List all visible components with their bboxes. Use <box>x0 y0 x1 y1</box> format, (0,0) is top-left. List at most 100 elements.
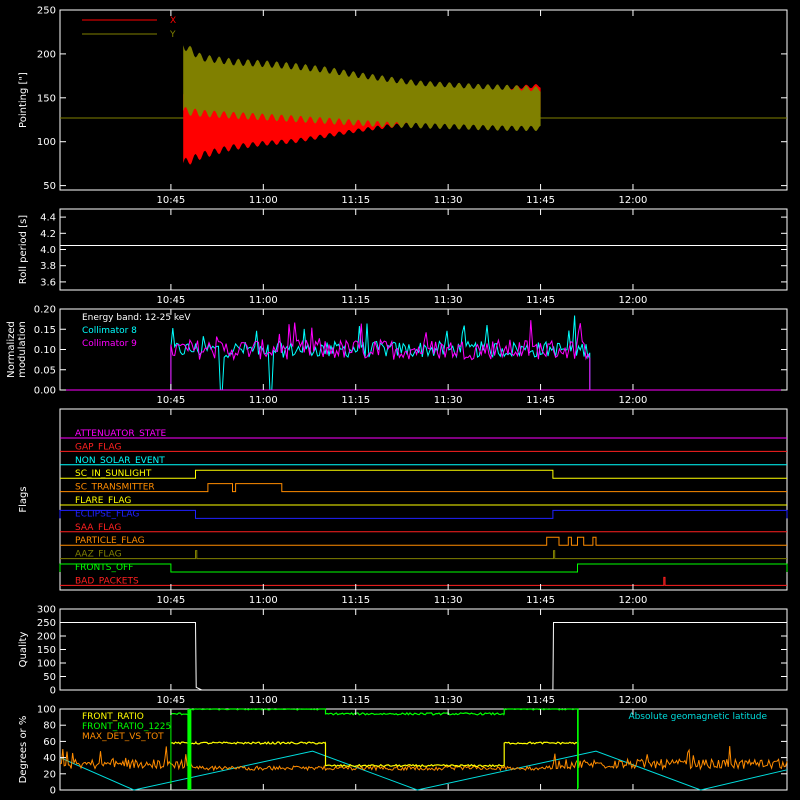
y-tick-label: 150 <box>37 93 56 104</box>
pointing-time-ticks: 10:45 11:00 11:15 11:30 11:45 12:00 <box>156 10 647 206</box>
modulation-series-group <box>60 315 787 391</box>
time-tick-label: 11:15 <box>341 395 370 406</box>
flag-label-bad-packets: BAD_PACKETS <box>75 576 139 586</box>
flag-label-gap-flag: GAP_FLAG <box>75 442 121 452</box>
time-tick-label: 12:00 <box>619 395 648 406</box>
flag-trace-particle-flag <box>60 536 787 546</box>
y-tick-label: 0.05 <box>34 365 56 376</box>
quality-trace <box>60 622 787 691</box>
time-tick-label: 11:15 <box>341 595 370 606</box>
y-tick-label: 40 <box>43 753 56 764</box>
pointing-series-y-band <box>183 45 541 132</box>
flags-y-label: Flags <box>18 486 29 512</box>
geomagnetic-latitude-trace <box>59 750 788 791</box>
roll-period-y-label: Roll period [s] <box>18 215 29 284</box>
y-tick-label: 150 <box>37 645 56 656</box>
roll-period-panel: 3.6 3.8 4.0 4.2 4.4 10:45 11:00 11:15 11:30 11:4… <box>18 208 788 306</box>
flag-trace-aaz-flag <box>60 550 787 560</box>
legend-geomagnetic-latitude: Absolute geomagnetic latitude <box>628 712 767 722</box>
ratios-series-group <box>59 708 788 791</box>
flag-label-eclipse-flag: ECLIPSE_FLAG <box>75 509 139 519</box>
y-tick-label: 0.15 <box>34 325 56 336</box>
y-tick-label: 60 <box>43 737 56 748</box>
time-tick-label: 12:00 <box>619 295 648 306</box>
time-tick-label: 11:45 <box>526 395 555 406</box>
modulation-collimator-9-trace <box>170 320 591 390</box>
pointing-y-label: Pointing ["] <box>18 72 29 128</box>
y-tick-label: 200 <box>37 49 56 60</box>
ratios-y-ticks: 0 20 40 60 80 100 <box>37 705 787 797</box>
front-ratio-1225-trace <box>170 708 579 789</box>
modulation-panel: 0.00 0.05 0.10 0.15 0.20 10:45 11:00 11:15 11:3… <box>6 305 788 406</box>
time-tick-label: 11:45 <box>526 295 555 306</box>
flag-label-particle-flag: PARTICLE_FLAG <box>75 536 145 546</box>
time-tick-label: 10:45 <box>156 695 185 706</box>
modulation-y-ticks: 0.00 0.05 0.10 0.15 0.20 <box>34 305 787 397</box>
time-tick-label: 11:00 <box>249 195 278 206</box>
y-tick-label: 0 <box>50 786 56 797</box>
time-tick-label: 12:00 <box>619 195 648 206</box>
flag-label-fronts-off: FRONTS_OFF <box>75 563 133 573</box>
y-tick-label: 250 <box>37 618 56 629</box>
front-ratio-1225-marker <box>187 709 192 790</box>
time-tick-label: 11:45 <box>526 195 555 206</box>
y-tick-label: 100 <box>37 659 56 670</box>
ratios-panel: 0 20 40 60 80 100 Degrees or % FRONT_RATIO FR… <box>18 705 788 797</box>
time-tick-label: 10:45 <box>156 195 185 206</box>
y-tick-label: 80 <box>43 721 56 732</box>
legend-collimator-9: Collimator 9 <box>82 339 137 349</box>
time-tick-label: 11:15 <box>341 695 370 706</box>
time-tick-label: 11:45 <box>526 595 555 606</box>
flags-series-group: ATTENUATOR_STATE GAP_FLAG NON_SOLAR_EVENT S… <box>59 429 788 586</box>
y-tick-label: 50 <box>43 181 56 192</box>
quality-y-ticks: 0 50 100 150 200 250 300 <box>37 605 787 697</box>
roll-period-time-ticks: 10:45 11:00 11:15 11:30 11:45 12:00 <box>156 209 647 306</box>
modulation-time-ticks: 10:45 11:00 11:15 11:30 11:45 12:00 <box>156 309 647 406</box>
flag-label-non-solar-event: NON_SOLAR_EVENT <box>75 456 165 466</box>
flag-label-attenuator-state: ATTENUATOR_STATE <box>75 429 167 439</box>
modulation-y-label-line: Normalized <box>6 321 17 378</box>
y-tick-label: 100 <box>37 705 56 716</box>
ratios-axes-frame <box>59 708 788 791</box>
flag-trace-fronts-off <box>59 563 788 573</box>
flag-label-sc-transmitter: SC_TRANSMITTER <box>75 483 155 493</box>
y-tick-label: 0.00 <box>34 386 56 397</box>
time-tick-label: 11:30 <box>434 395 463 406</box>
front-ratio-trace <box>170 740 579 768</box>
y-tick-label: 250 <box>37 6 56 17</box>
legend-front-ratio-1225: FRONT_RATIO_1225 <box>82 722 171 732</box>
time-tick-label: 10:45 <box>156 395 185 406</box>
time-tick-label: 10:45 <box>156 595 185 606</box>
time-tick-label: 11:15 <box>341 195 370 206</box>
modulation-y-label-line: modulation <box>17 321 28 378</box>
quality-y-label: Quality <box>18 632 29 668</box>
time-tick-label: 11:45 <box>526 695 555 706</box>
legend-x-label: X <box>170 16 176 26</box>
time-tick-label: 11:15 <box>341 295 370 306</box>
time-tick-label: 11:30 <box>434 295 463 306</box>
y-tick-label: 4.4 <box>40 213 56 224</box>
quality-series-group <box>60 622 787 691</box>
y-tick-label: 0.10 <box>34 345 56 356</box>
y-tick-label: 3.6 <box>40 277 56 288</box>
y-tick-label: 50 <box>43 672 56 683</box>
ratios-y-label: Degrees or % <box>18 716 29 784</box>
legend-front-ratio: FRONT_RATIO <box>82 712 144 722</box>
y-tick-label: 0 <box>50 686 56 697</box>
y-tick-label: 4.2 <box>40 229 56 240</box>
flag-label-sc-in-sunlight: SC_IN_SUNLIGHT <box>75 469 152 479</box>
y-tick-label: 20 <box>43 769 56 780</box>
y-tick-label: 4.0 <box>40 245 56 256</box>
time-tick-label: 11:00 <box>249 395 278 406</box>
legend-collimator-8: Collimator 8 <box>82 326 137 336</box>
time-tick-label: 12:00 <box>619 695 648 706</box>
flag-label-aaz-flag: AAZ_FLAG <box>75 550 122 560</box>
flag-trace-sc-in-sunlight <box>60 469 787 479</box>
max-det-vs-tot-trace <box>59 746 788 772</box>
flags-axes-frame <box>59 408 788 591</box>
time-tick-label: 11:00 <box>249 295 278 306</box>
legend-max-det-vs-tot: MAX_DET_VS_TOT <box>82 732 164 742</box>
pointing-series-group <box>60 45 787 165</box>
flags-time-ticks: 10:45 11:00 11:15 11:30 11:45 12:00 <box>156 409 647 606</box>
